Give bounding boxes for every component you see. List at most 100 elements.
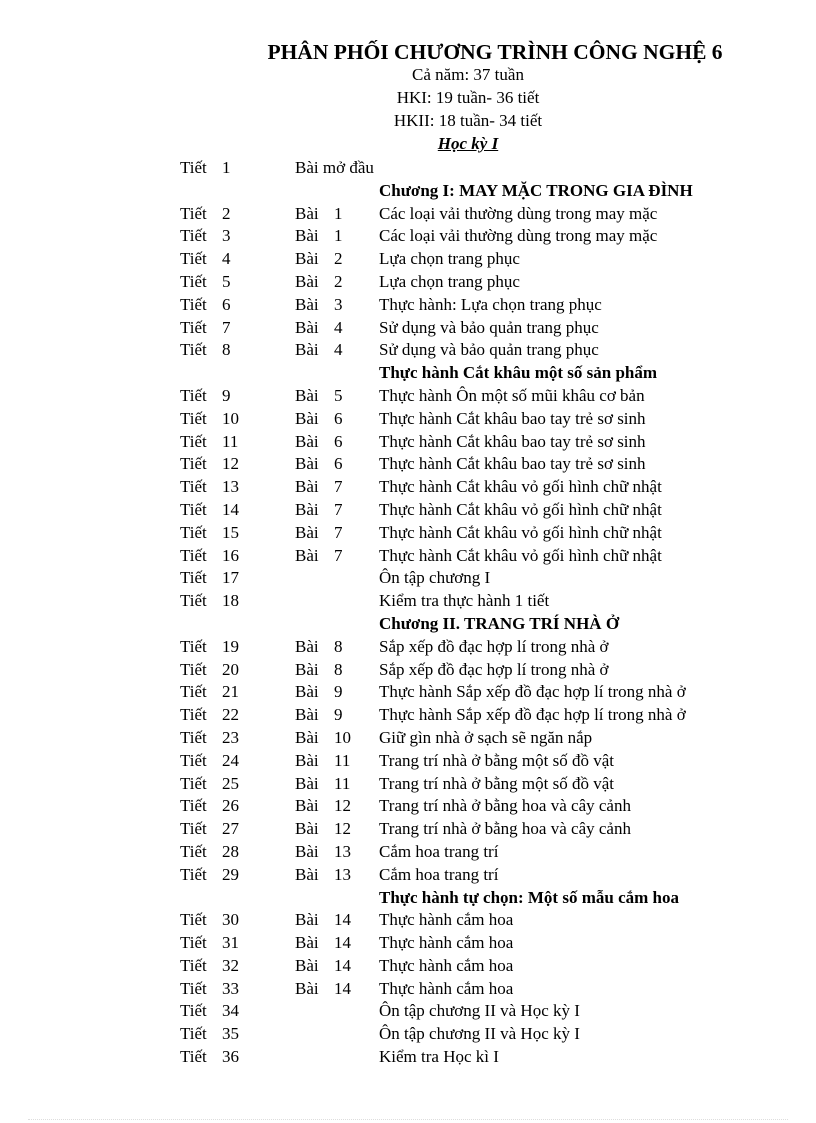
- lesson-content: Sử dụng và bảo quản trang phục: [379, 317, 599, 337]
- period-label: Tiết: [180, 636, 207, 656]
- lesson-number: 6: [334, 454, 343, 474]
- period-number: 34: [222, 1001, 239, 1021]
- lesson-row: Tiết 27 Bài 12 Trang trí nhà ở bằng hoa và c…: [0, 818, 816, 841]
- lesson-number: 7: [334, 522, 343, 542]
- lesson-number: 1: [334, 203, 343, 223]
- lesson-label: Bài: [295, 978, 319, 998]
- period-label: Tiết: [180, 545, 207, 565]
- lesson-content: Ôn tập chương II và Học kỳ I: [379, 1024, 580, 1044]
- section-heading: Chương I: MAY MẶC TRONG GIA ĐÌNH: [0, 180, 816, 203]
- period-number: 6: [222, 294, 231, 314]
- lesson-content: Thực hành Sắp xếp đồ đạc hợp lí trong nh…: [379, 705, 686, 725]
- period-number: 36: [222, 1047, 239, 1067]
- lesson-content: Kiểm tra Học kì I: [379, 1047, 499, 1067]
- lesson-number: 12: [334, 819, 351, 839]
- lesson-label: Bài: [295, 317, 319, 337]
- lesson-row: Tiết 15 Bài 7 Thực hành Cắt khâu vỏ gối hình…: [0, 522, 816, 545]
- lesson-label: Bài: [295, 705, 319, 725]
- period-label: Tiết: [180, 682, 207, 702]
- period-number: 9: [222, 385, 231, 405]
- lesson-row: Tiết 9 Bài 5 Thực hành Ôn một số mũi khâu cơ…: [0, 385, 816, 408]
- lesson-label: Bài: [295, 499, 319, 519]
- period-number: 28: [222, 841, 239, 861]
- period-label: Tiết: [180, 1024, 207, 1044]
- lesson-content: Thực hành Sắp xếp đồ đạc hợp lí trong nh…: [379, 682, 686, 702]
- lesson-content: Thực hành cắm hoa: [379, 933, 514, 953]
- lesson-content: Giữ gìn nhà ở sạch sẽ ngăn nắp: [379, 727, 593, 747]
- period-number: 22: [222, 705, 239, 725]
- lesson-number: 3: [334, 294, 343, 314]
- lesson-label: Bài: [295, 864, 319, 884]
- period-number: 20: [222, 659, 239, 679]
- lesson-number: 2: [334, 271, 343, 291]
- lesson-content: Thực hành Cắt khâu vỏ gối hình chữ nhật: [379, 545, 662, 565]
- section-heading-text: Thực hành tự chọn: Một số mẫu cắm hoa: [379, 887, 679, 907]
- period-number: 35: [222, 1024, 239, 1044]
- lesson-row: Tiết 8 Bài 4 Sử dụng và bảo quản trang phục: [0, 339, 816, 362]
- period-number: 7: [222, 317, 231, 337]
- lesson-number: 14: [334, 978, 351, 998]
- lesson-row: Tiết 19 Bài 8 Sắp xếp đồ đạc hợp lí trong nh…: [0, 636, 816, 659]
- period-label: Tiết: [180, 226, 207, 246]
- lesson-content: Thực hành Cắt khâu bao tay trẻ sơ sinh: [379, 454, 646, 474]
- lesson-row: Tiết 20 Bài 8 Sắp xếp đồ đạc hợp lí trong nh…: [0, 659, 816, 682]
- lesson-label: Bài: [295, 203, 319, 223]
- period-number: 11: [222, 431, 239, 451]
- period-number: 4: [222, 249, 231, 269]
- lesson-content: Cắm hoa trang trí: [379, 864, 499, 884]
- lesson-row: Tiết 4 Bài 2 Lựa chọn trang phục: [0, 248, 816, 271]
- lesson-content: Sử dụng và bảo quản trang phục: [379, 340, 599, 360]
- lesson-row: Tiết 12 Bài 6 Thực hành Cắt khâu bao tay trẻ…: [0, 453, 816, 476]
- lesson-content: Trang trí nhà ở bằng hoa và cây cảnh: [379, 796, 631, 816]
- lesson-number: 2: [334, 249, 343, 269]
- period-label: Tiết: [180, 477, 207, 497]
- lesson-number: 11: [334, 750, 351, 770]
- lesson-row: Tiết 7 Bài 4 Sử dụng và bảo quản trang phục: [0, 317, 816, 340]
- lesson-row: Tiết 11 Bài 6 Thực hành Cắt khâu bao tay trẻ…: [0, 431, 816, 454]
- period-label: Tiết: [180, 522, 207, 542]
- lesson-content: Thực hành cắm hoa: [379, 910, 514, 930]
- period-number: 25: [222, 773, 239, 793]
- period-label: Tiết: [180, 933, 207, 953]
- period-number: 5: [222, 271, 231, 291]
- lesson-content: Thực hành cắm hoa: [379, 955, 514, 975]
- lesson-label: Bài: [295, 933, 319, 953]
- period-label: Tiết: [180, 340, 207, 360]
- lesson-number: 4: [334, 317, 343, 337]
- lesson-number: 6: [334, 408, 343, 428]
- term-heading: Học kỳ I: [437, 134, 499, 153]
- lesson-number: 14: [334, 910, 351, 930]
- lesson-content: Cắm hoa trang trí: [379, 841, 499, 861]
- period-number: 21: [222, 682, 239, 702]
- period-number: 29: [222, 864, 239, 884]
- lesson-content: Trang trí nhà ở bằng một số đồ vật: [379, 773, 615, 793]
- period-number: 8: [222, 340, 231, 360]
- lesson-number: 12: [334, 796, 351, 816]
- period-label: Tiết: [180, 271, 207, 291]
- lesson-label: Bài: [295, 340, 319, 360]
- lesson-label: Bài: [295, 910, 319, 930]
- period-label: Tiết: [180, 796, 207, 816]
- period-label: Tiết: [180, 910, 207, 930]
- lesson-row: Tiết 17 Ôn tập chương I: [0, 567, 816, 590]
- period-label: Tiết: [180, 773, 207, 793]
- lesson-number: 9: [334, 705, 343, 725]
- period-label: Tiết: [180, 408, 207, 428]
- page-bottom-divider: [28, 1119, 788, 1120]
- period-label: Tiết: [180, 317, 207, 337]
- lesson-row: Tiết 18 Kiểm tra thực hành 1 tiết: [0, 590, 816, 613]
- period-number: 23: [222, 727, 239, 747]
- period-number: 26: [222, 796, 239, 816]
- lesson-content: Ôn tập chương I: [379, 568, 491, 588]
- lesson-row: Tiết 29 Bài 13 Cắm hoa trang trí: [0, 864, 816, 887]
- period-number: 30: [222, 910, 239, 930]
- lesson-row: Tiết 25 Bài 11 Trang trí nhà ở bằng một số đ…: [0, 773, 816, 796]
- period-label: Tiết: [180, 1047, 207, 1067]
- lesson-label: Bài: [295, 636, 319, 656]
- document-title: PHÂN PHỐI CHƯƠNG TRÌNH CÔNG NGHỆ 6: [267, 40, 723, 64]
- period-label: Tiết: [180, 249, 207, 269]
- section-heading: Thực hành Cắt khâu một số sản phẩm: [0, 362, 816, 385]
- period-label: Tiết: [180, 864, 207, 884]
- period-label: Tiết: [180, 431, 207, 451]
- lesson-content: Thực hành Cắt khâu bao tay trẻ sơ sinh: [379, 408, 646, 428]
